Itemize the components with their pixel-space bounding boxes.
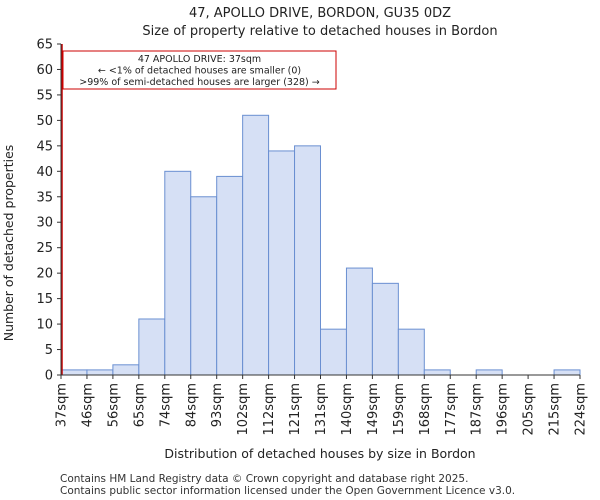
y-tick-label-30: 30 <box>36 216 53 231</box>
x-tick-label-112sqm: 112sqm <box>262 383 277 436</box>
x-tick-label-121sqm: 121sqm <box>288 383 303 436</box>
bar-168sqm <box>423 369 451 376</box>
chart-subtitle: Size of property relative to detached ho… <box>142 24 497 39</box>
bar-65sqm <box>138 318 166 376</box>
x-tick-label-93sqm: 93sqm <box>210 383 225 427</box>
y-tick-label-45: 45 <box>36 139 53 154</box>
y-tick-label-15: 15 <box>36 292 53 307</box>
y-tick-label-0: 0 <box>45 369 53 384</box>
y-axis-label: Number of detached properties <box>1 145 16 342</box>
y-tick-label-50: 50 <box>36 114 53 129</box>
x-tick-label-196sqm: 196sqm <box>496 383 511 436</box>
bar-37sqm <box>60 369 88 376</box>
bar-74sqm <box>164 170 192 376</box>
annotation-line-1: 47 APOLLO DRIVE: 37sqm <box>138 54 261 65</box>
y-tick-label-35: 35 <box>36 190 53 205</box>
x-tick-label-56sqm: 56sqm <box>106 383 121 427</box>
y-tick-label-5: 5 <box>45 343 53 358</box>
x-tick-label-205sqm: 205sqm <box>522 383 537 436</box>
x-tick-label-65sqm: 65sqm <box>132 383 147 427</box>
x-tick-label-46sqm: 46sqm <box>80 383 95 427</box>
bar-121sqm <box>294 145 321 376</box>
bars-group <box>60 44 581 376</box>
bar-131sqm <box>320 328 347 376</box>
y-tick-label-60: 60 <box>36 63 53 78</box>
bar-159sqm <box>397 328 425 376</box>
bar-149sqm <box>371 282 399 376</box>
y-axis: 0 5 10 15 20 25 30 35 40 45 50 55 60 65 <box>36 38 62 384</box>
x-tick-label-159sqm: 159sqm <box>392 383 407 436</box>
footer-credit-1: Contains HM Land Registry data © Crown c… <box>60 473 469 485</box>
bar-46sqm <box>86 369 114 376</box>
x-tick-label-102sqm: 102sqm <box>236 383 251 436</box>
annotation-line-3: >99% of semi-detached houses are larger … <box>79 77 320 88</box>
x-tick-label-140sqm: 140sqm <box>340 383 355 436</box>
bar-187sqm <box>475 369 503 376</box>
bar-112sqm <box>268 150 296 376</box>
x-tick-label-177sqm: 177sqm <box>444 383 459 436</box>
x-tick-label-215sqm: 215sqm <box>548 383 563 436</box>
x-tick-label-84sqm: 84sqm <box>184 383 199 427</box>
bar-102sqm <box>242 114 270 376</box>
annotation-line-2: ← <1% of detached houses are smaller (0) <box>98 66 301 77</box>
x-axis-label: Distribution of detached houses by size … <box>164 446 475 461</box>
x-tick-label-168sqm: 168sqm <box>418 383 433 436</box>
x-tick-label-37sqm: 37sqm <box>55 383 70 427</box>
x-tick-label-224sqm: 224sqm <box>574 383 589 436</box>
y-tick-label-65: 65 <box>36 38 53 53</box>
y-tick-label-55: 55 <box>36 88 53 103</box>
x-tick-label-74sqm: 74sqm <box>158 383 173 427</box>
y-tick-label-10: 10 <box>36 318 53 333</box>
bar-215sqm <box>553 369 581 376</box>
y-tick-label-40: 40 <box>36 165 53 180</box>
x-tick-label-187sqm: 187sqm <box>470 383 485 436</box>
x-tick-label-149sqm: 149sqm <box>366 383 381 436</box>
x-tick-label-131sqm: 131sqm <box>314 383 329 436</box>
chart-title: 47, APOLLO DRIVE, BORDON, GU35 0DZ <box>189 6 451 21</box>
annotation-frame <box>62 50 337 90</box>
y-tick-label-25: 25 <box>36 241 53 256</box>
bar-56sqm <box>112 364 140 376</box>
footer-credit-2: Contains public sector information licen… <box>60 485 516 497</box>
bar-93sqm <box>216 175 244 376</box>
bar-84sqm <box>190 196 218 376</box>
x-axis: 37sqm 46sqm 56sqm 65sqm 74sqm 84sqm 93sqm 102sq… <box>55 374 589 436</box>
annotation-box: 47 APOLLO DRIVE: 37sqm← <1% of detached … <box>62 50 337 90</box>
bar-140sqm <box>345 267 373 376</box>
y-tick-label-20: 20 <box>36 267 53 282</box>
